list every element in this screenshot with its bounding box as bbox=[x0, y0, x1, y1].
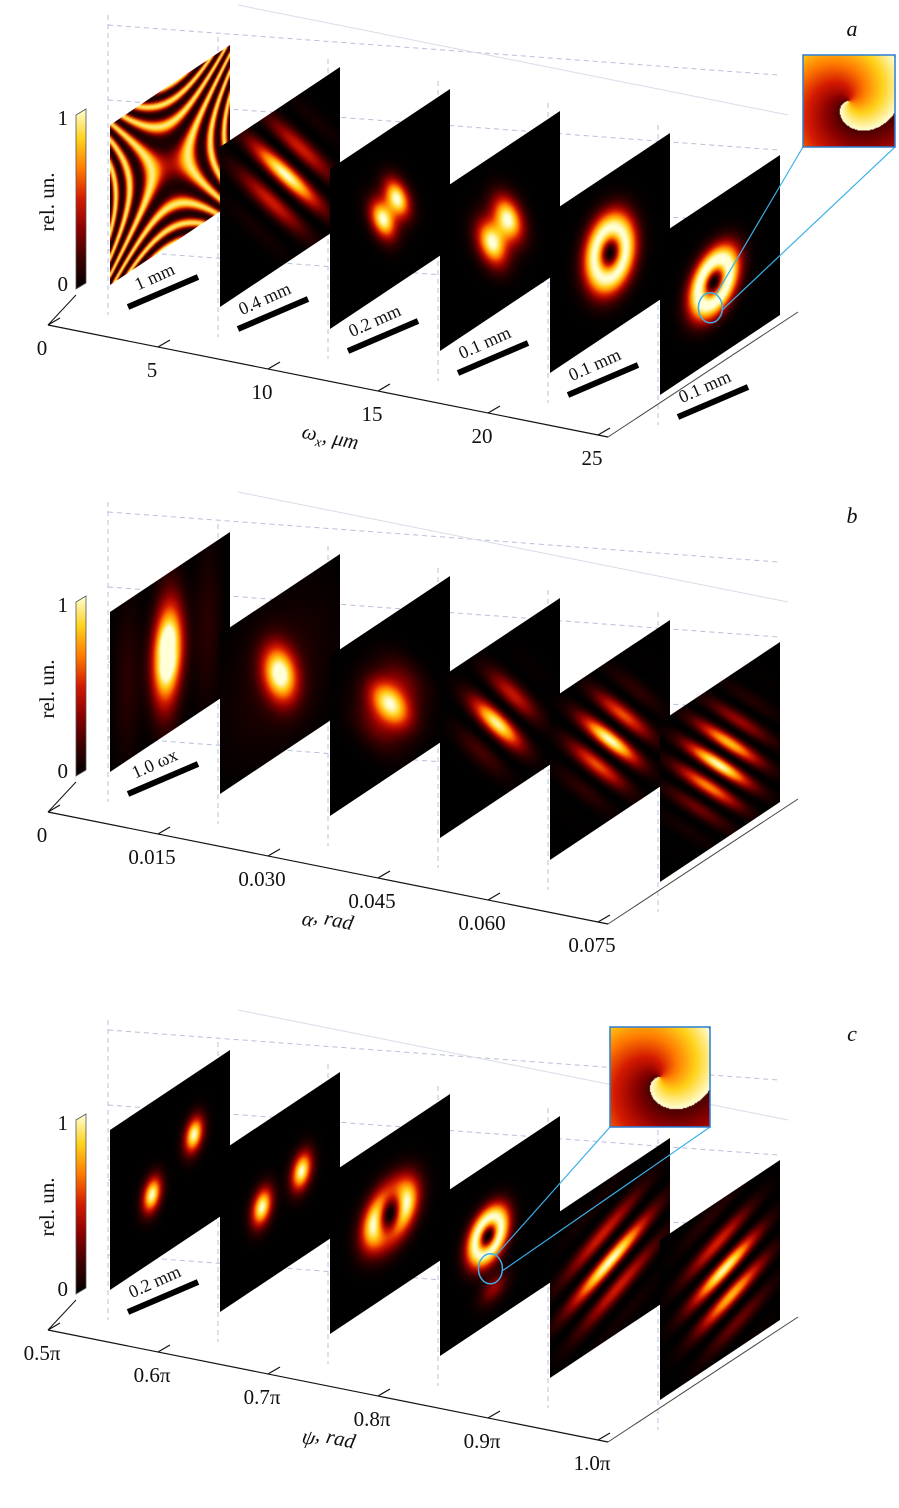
slice-3 bbox=[330, 1094, 450, 1334]
panel-b: 1.0 ωx 0 0.015 0.030 0.045 0.060 0.075 α, rad 1 0… bbox=[0, 487, 899, 987]
x-axis: 0.5π 0.6π 0.7π 0.8π 0.9π 1.0π ψ, rad bbox=[24, 1316, 799, 1475]
slice-image bbox=[330, 1094, 450, 1334]
x-axis-label: ψ, rad bbox=[300, 1419, 358, 1458]
panel-label: a bbox=[847, 16, 858, 41]
slice-2 bbox=[220, 554, 340, 794]
colorbar-min-label: 0 bbox=[58, 759, 69, 783]
x-tick-label: 0.030 bbox=[238, 867, 285, 891]
colorbar-label: rel. un. bbox=[35, 173, 59, 232]
panel-c-svg: 0.2 mm0.5π0.6π0.7π0.8π0.9π1.0πψ, rad10re… bbox=[24, 1009, 857, 1475]
colorbar-max-label: 1 bbox=[58, 593, 69, 617]
x-axis-label: ωx, μm bbox=[299, 419, 361, 458]
slice-image bbox=[660, 642, 780, 882]
panel-label: c bbox=[847, 1021, 857, 1046]
panel-a: 1 mm 0.4 mm 0.2 mm 0.1 mm 0.1 mm 0.1 mm 0 5 10 15… bbox=[0, 0, 899, 500]
x-tick-label: 10 bbox=[252, 380, 273, 404]
colorbar-label: rel. un. bbox=[35, 660, 59, 719]
x-tick-label: 0.060 bbox=[458, 911, 505, 935]
x-tick-label: 25 bbox=[582, 446, 603, 470]
slice-6 bbox=[660, 642, 780, 882]
colorbar-max-label: 1 bbox=[58, 1111, 69, 1135]
slice-5 bbox=[550, 620, 670, 860]
x-tick-label: 0.015 bbox=[128, 845, 175, 869]
slice-3 bbox=[330, 576, 450, 816]
x-tick-label: 1.0π bbox=[574, 1451, 611, 1475]
inset-image bbox=[803, 55, 895, 147]
slice-5 bbox=[550, 133, 670, 373]
inset bbox=[477, 1026, 711, 1285]
slice-1 bbox=[110, 45, 230, 285]
colorbar: 1 0 rel. un. bbox=[35, 593, 87, 813]
x-tick-label: 15 bbox=[362, 402, 383, 426]
slice-6 bbox=[660, 155, 780, 395]
x-tick-label: 0.6π bbox=[134, 1363, 171, 1387]
colorbar: 1 0 rel. un. bbox=[35, 106, 87, 326]
x-tick-label: 0.045 bbox=[348, 889, 395, 913]
colorbar-max-label: 1 bbox=[58, 106, 69, 130]
inset-image bbox=[610, 1027, 710, 1127]
colorbar-label: rel. un. bbox=[35, 1178, 59, 1237]
slice-3 bbox=[330, 89, 450, 329]
colorbar-min-label: 0 bbox=[58, 1277, 69, 1301]
slice-image bbox=[330, 576, 450, 816]
slice-1 bbox=[110, 532, 230, 772]
slice-image bbox=[220, 67, 340, 307]
scale-bar: 1 mm bbox=[126, 259, 200, 310]
slice-2 bbox=[220, 1072, 340, 1312]
x-tick-label: 0.9π bbox=[464, 1429, 501, 1453]
x-axis: 0 5 10 15 20 25 ωx, μm bbox=[37, 311, 799, 470]
slice-2 bbox=[220, 67, 340, 307]
slice-image bbox=[550, 133, 670, 373]
slice-image bbox=[660, 155, 780, 395]
x-tick-label: 0 bbox=[37, 823, 48, 847]
inset bbox=[697, 54, 896, 324]
slice-6 bbox=[660, 1160, 780, 1400]
colorbar: 1 0 rel. un. bbox=[35, 1111, 87, 1331]
colorbar-min-label: 0 bbox=[58, 272, 69, 296]
slice-image bbox=[440, 111, 560, 351]
slice-image bbox=[330, 89, 450, 329]
panel-a-svg: 1 mm0.4 mm0.2 mm0.1 mm0.1 mm0.1 mm051015… bbox=[35, 4, 896, 470]
slice-image bbox=[660, 1160, 780, 1400]
slice-image bbox=[110, 1050, 230, 1290]
slice-image bbox=[110, 532, 230, 772]
x-tick-label: 0 bbox=[37, 336, 48, 360]
slice-image bbox=[220, 554, 340, 794]
slice-4 bbox=[440, 598, 560, 838]
slice-1 bbox=[110, 1050, 230, 1290]
slice-image bbox=[440, 1116, 560, 1356]
x-tick-label: 20 bbox=[472, 424, 493, 448]
x-tick-label: 5 bbox=[147, 358, 158, 382]
x-tick-label: 0.075 bbox=[568, 933, 615, 957]
panel-label: b bbox=[847, 503, 858, 528]
x-tick-label: 0.5π bbox=[24, 1341, 61, 1365]
slice-4 bbox=[440, 111, 560, 351]
slice-image bbox=[550, 620, 670, 860]
x-tick-label: 0.7π bbox=[244, 1385, 281, 1409]
x-tick-label: 0.8π bbox=[354, 1407, 391, 1431]
slice-image bbox=[220, 1072, 340, 1312]
panel-c: 0.2 mm 0.5π 0.6π 0.7π 0.8π 0.9π 1.0π ψ, rad 1 0 re… bbox=[0, 1005, 899, 1505]
slice-image bbox=[110, 45, 230, 285]
slice-image bbox=[440, 598, 560, 838]
slice-4 bbox=[440, 1116, 560, 1356]
